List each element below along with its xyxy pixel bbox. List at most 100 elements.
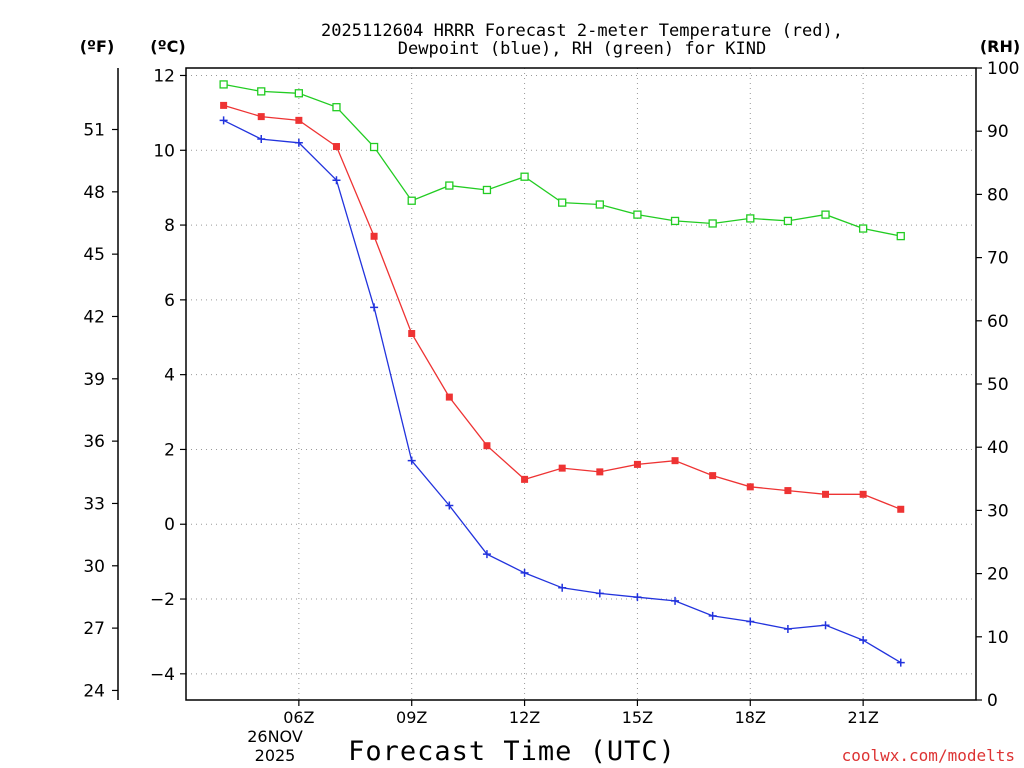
data-point-s1-2 [294,138,303,147]
data-point-s0-2 [295,116,303,124]
data-point-s0-8 [521,475,529,483]
f-tick-label: 39 [83,370,105,390]
data-point-s1-0 [219,116,228,125]
f-tick-label: 30 [83,557,105,577]
data-point-s2-15 [783,216,793,226]
series-line-0 [223,104,902,510]
data-point-s1-6 [445,501,454,510]
data-point-s2-8 [520,172,529,181]
c-tick-label: 4 [164,366,175,386]
data-point-s0-5 [408,330,416,338]
rh-tick-label: 10 [987,628,1009,648]
f-tick-label: 42 [83,307,105,327]
data-point-s1-13 [708,611,717,620]
data-point-s1-3 [332,176,341,185]
c-tick-label: 10 [153,141,175,161]
data-point-s2-2 [294,89,304,98]
data-point-s2-9 [558,198,567,207]
x-tick-label: 21Z [847,708,878,727]
rh-tick-label: 90 [987,122,1009,142]
data-point-s0-18 [897,505,905,513]
data-point-s2-6 [445,181,454,190]
rh-tick-label: 100 [987,59,1019,79]
data-point-s0-1 [257,113,265,121]
data-point-s2-13 [708,219,717,228]
rh-axis-unit: (RH) [980,37,1020,56]
data-point-s0-16 [822,490,830,498]
rh-tick-label: 40 [987,438,1009,458]
f-tick-label: 33 [83,494,105,514]
x-tick-label: 15Z [622,708,653,727]
data-point-s0-17 [859,490,867,498]
data-point-s0-7 [483,442,491,450]
rh-tick-label: 80 [987,185,1009,205]
data-point-s0-9 [558,464,566,472]
data-point-s1-11 [633,593,642,602]
date-label-day: 26NOV [247,727,303,746]
data-point-s1-14 [746,617,755,626]
f-tick-label: 45 [83,245,105,265]
data-point-s2-4 [369,142,379,152]
c-tick-label: 2 [164,440,175,460]
data-point-s1-4 [370,303,379,312]
data-point-s0-14 [746,483,754,491]
data-point-s2-17 [858,224,868,233]
rh-tick-label: 60 [987,312,1009,332]
data-point-s1-9 [558,583,567,592]
rh-tick-label: 70 [987,249,1009,269]
grid-lines [186,68,976,700]
c-tick-label: 6 [164,291,175,311]
data-point-s0-15 [784,487,792,495]
c-tick-label: −2 [150,590,175,610]
rh-tick-label: 20 [987,565,1009,585]
date-label-year: 2025 [255,746,296,765]
data-point-s1-12 [671,596,680,605]
c-tick-label: 8 [164,216,175,236]
data-point-s1-5 [407,456,416,465]
series-lines [223,83,902,664]
series-markers [219,80,905,667]
data-point-s1-18 [896,658,905,667]
data-point-s0-3 [332,143,340,151]
fahrenheit-axis-unit: (ºF) [80,37,115,56]
data-point-s1-10 [595,589,604,598]
x-tick-label: 12Z [509,708,540,727]
data-point-s0-6 [445,393,453,401]
data-point-s2-1 [257,87,266,96]
f-tick-label: 24 [83,681,105,701]
data-point-s0-13 [709,472,717,480]
axis-ticks: −4−2024681012242730333639424548510102030… [83,59,1019,727]
data-point-s2-14 [746,214,755,223]
f-tick-label: 36 [83,432,105,452]
data-point-s1-17 [859,636,868,645]
x-axis-label: Forecast Time (UTC) [348,736,676,767]
c-tick-label: 12 [153,66,175,86]
f-tick-label: 48 [83,183,105,203]
data-point-s0-10 [596,468,604,476]
f-tick-label: 27 [83,619,105,639]
credit-text: coolwx.com/modelts [842,746,1015,765]
plot-frame [185,67,977,701]
celsius-axis-unit: (ºC) [150,37,185,56]
data-point-s1-1 [257,135,266,144]
data-point-s1-15 [783,624,792,633]
data-point-s2-11 [633,210,642,219]
data-point-s2-3 [332,103,341,112]
data-point-s0-0 [220,101,228,109]
data-point-s0-4 [370,232,378,240]
data-point-s2-18 [896,231,905,241]
x-tick-label: 06Z [283,708,314,727]
chart-title-line1: 2025112604 HRRR Forecast 2-meter Tempera… [321,21,843,41]
chart-title-line2: Dewpoint (blue), RH (green) for KIND [398,39,766,59]
data-point-s2-5 [407,196,416,205]
data-point-s2-10 [595,200,604,209]
data-point-s1-8 [520,568,529,577]
data-point-s2-0 [219,80,228,89]
data-point-s1-7 [482,550,491,559]
data-point-s2-12 [670,216,680,226]
data-point-s2-7 [482,185,492,195]
data-point-s0-11 [633,460,641,468]
rh-tick-label: 0 [987,691,998,711]
c-tick-label: −4 [150,665,175,685]
